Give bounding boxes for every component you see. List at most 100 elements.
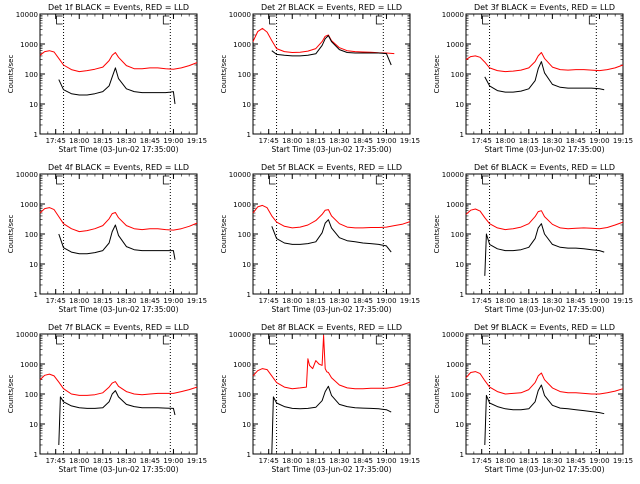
series-line-lld (39, 373, 198, 396)
y-tick-label: 10 (455, 421, 464, 429)
x-tick-label: 18:00 (69, 457, 89, 465)
y-tick-label: 10000 (442, 11, 464, 19)
time-marker-flag (162, 175, 170, 185)
y-tick-label: 10000 (442, 171, 464, 179)
series-line-lld (465, 52, 624, 73)
x-tick-label: 17:45 (259, 457, 279, 465)
y-tick-label: 1 (460, 451, 464, 459)
y-tick-label: 1000 (20, 361, 38, 369)
series-line-events (58, 224, 176, 260)
series-line-events (484, 61, 605, 93)
time-marker-flag (56, 335, 63, 345)
y-tick-label: 100 (238, 231, 251, 239)
y-axis-label: Counts/sec (220, 375, 228, 414)
series-line-lld (39, 207, 198, 233)
y-tick-label: 1000 (233, 41, 251, 49)
x-tick-label: 17:45 (472, 297, 492, 305)
x-tick-label: 19:00 (163, 137, 183, 145)
x-tick-label: 19:15 (400, 137, 420, 145)
x-tick-label: 19:00 (589, 297, 609, 305)
y-tick-label: 1 (247, 131, 251, 139)
x-axis-label: Start Time (03-Jun-02 17:35:00) (272, 305, 392, 314)
x-tick-label: 18:15 (93, 137, 113, 145)
x-tick-label: 19:15 (400, 457, 420, 465)
y-axis-label: Counts/sec (433, 215, 441, 254)
x-tick-label: 19:15 (400, 297, 420, 305)
y-tick-label: 1000 (446, 361, 464, 369)
y-tick-label: 10 (29, 261, 38, 269)
series-line-lld (39, 50, 198, 73)
x-tick-label: 18:30 (542, 297, 562, 305)
y-tick-label: 1 (34, 291, 38, 299)
x-tick-label: 18:00 (495, 457, 515, 465)
chart-panel-6: Det 6f BLACK = Events, RED = LLD 1 10 100 10… (433, 163, 633, 314)
y-tick-label: 10 (455, 101, 464, 109)
x-tick-label: 19:15 (187, 457, 207, 465)
x-tick-label: 18:30 (542, 457, 562, 465)
chart-title: Det 6f BLACK = Events, RED = LLD (474, 163, 615, 172)
y-tick-label: 100 (451, 391, 464, 399)
chart-panel-4: Det 4f BLACK = Events, RED = LLD 1 10 100 10… (7, 163, 207, 314)
y-tick-label: 1000 (20, 201, 38, 209)
y-tick-label: 10 (455, 261, 464, 269)
x-tick-label: 18:00 (282, 137, 302, 145)
x-tick-label: 19:15 (613, 457, 633, 465)
time-marker-flag (482, 175, 489, 185)
x-tick-label: 18:00 (69, 137, 89, 145)
x-tick-label: 17:45 (46, 297, 66, 305)
y-tick-label: 1000 (20, 41, 38, 49)
y-tick-label: 10 (242, 261, 251, 269)
y-tick-label: 1 (247, 451, 251, 459)
x-tick-label: 18:30 (116, 297, 136, 305)
x-tick-label: 18:45 (566, 137, 586, 145)
time-marker-flag (375, 175, 383, 185)
time-marker-flag (56, 175, 63, 185)
y-axis-label: Counts/sec (433, 55, 441, 94)
y-axis-label: Counts/sec (220, 215, 228, 254)
y-tick-label: 100 (451, 71, 464, 79)
x-axis-label: Start Time (03-Jun-02 17:35:00) (272, 465, 392, 474)
y-tick-label: 10000 (16, 171, 38, 179)
x-tick-label: 17:45 (259, 297, 279, 305)
x-tick-label: 18:30 (329, 297, 349, 305)
series-line-lld (252, 27, 395, 55)
time-marker-flag (269, 15, 276, 25)
time-marker-flag (482, 335, 489, 345)
y-tick-label: 1 (34, 131, 38, 139)
x-tick-label: 18:45 (353, 137, 373, 145)
x-tick-label: 19:15 (613, 137, 633, 145)
y-tick-label: 100 (451, 231, 464, 239)
y-tick-label: 10 (242, 421, 251, 429)
y-tick-label: 100 (238, 391, 251, 399)
x-tick-label: 18:15 (519, 457, 539, 465)
x-tick-label: 18:45 (140, 297, 160, 305)
y-tick-label: 1 (460, 131, 464, 139)
x-tick-label: 19:00 (589, 137, 609, 145)
y-tick-label: 10000 (229, 331, 251, 339)
x-axis-label: Start Time (03-Jun-02 17:35:00) (59, 145, 179, 154)
time-marker-flag (269, 175, 276, 185)
time-marker-flag (162, 15, 170, 25)
x-tick-label: 18:15 (93, 297, 113, 305)
chart-panel-7: Det 7f BLACK = Events, RED = LLD 1 10 100 10… (7, 323, 207, 474)
y-tick-label: 100 (25, 71, 38, 79)
chart-title: Det 4f BLACK = Events, RED = LLD (48, 163, 189, 172)
y-tick-label: 10000 (442, 331, 464, 339)
series-line-lld (252, 204, 411, 229)
chart-title: Det 2f BLACK = Events, RED = LLD (261, 3, 402, 12)
chart-panel-2: Det 2f BLACK = Events, RED = LLD 1 10 100 10… (220, 3, 420, 154)
time-marker-flag (56, 15, 63, 25)
y-axis-label: Counts/sec (7, 375, 15, 414)
x-axis-label: Start Time (03-Jun-02 17:35:00) (485, 145, 605, 154)
chart-panel-8: Det 8f BLACK = Events, RED = LLD 1 10 100 10… (220, 323, 420, 474)
series-line-lld (465, 371, 624, 395)
x-tick-label: 18:30 (329, 457, 349, 465)
y-tick-label: 1000 (233, 201, 251, 209)
x-axis-label: Start Time (03-Jun-02 17:35:00) (59, 465, 179, 474)
time-marker-flag (375, 335, 383, 345)
chart-panel-1: Det 1f BLACK = Events, RED = LLD 1 10 100 10… (7, 3, 207, 154)
y-tick-label: 10 (29, 101, 38, 109)
y-tick-label: 1000 (233, 361, 251, 369)
chart-title: Det 1f BLACK = Events, RED = LLD (48, 3, 189, 12)
